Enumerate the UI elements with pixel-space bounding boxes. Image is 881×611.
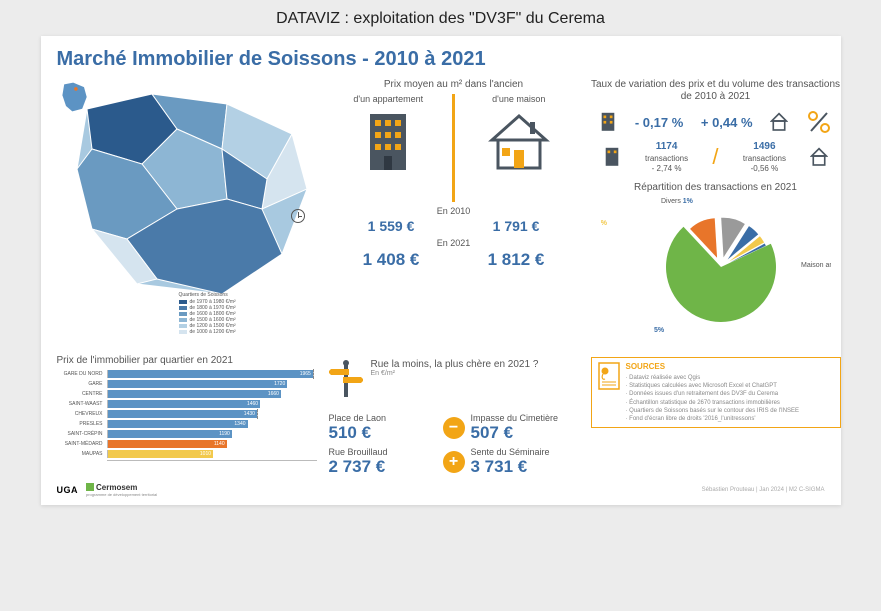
page-title: DATAVIZ : exploitation des "DV3F" du Cer… [0,0,881,36]
street-1-name: Place de Laon [329,413,437,423]
bar-row: Maupas1010 [57,450,317,458]
bar-row: Saint-Médard1140 [57,440,317,448]
svg-text:Maison ancienne 70%: Maison ancienne 70% [801,262,831,269]
streets-block: Rue la moins, la plus chère en 2021 ? En… [329,349,579,477]
street-1-price: 510 € [329,423,437,443]
pct-apt: - 0,17 % [635,115,683,130]
bar-row: Chevreux1430 [57,410,317,418]
mini-building-icon-2 [603,146,621,168]
slash-icon: / [712,144,718,170]
plus-icon: + [443,451,465,473]
bars-title: Prix de l'immobilier par quartier en 202… [57,355,317,366]
year-2021: En 2021 [329,238,579,248]
apt-label: d'un appartement [329,94,449,104]
bars-block: Prix de l'immobilier par quartier en 202… [57,349,317,477]
signpost-icon [329,359,363,399]
bar-row: Saint-Crépin1190 [57,430,317,438]
document-icon [598,362,620,390]
mini-house-icon [770,112,788,132]
bar-row: Saint-Waast1460 [57,400,317,408]
mini-house-icon-2 [810,147,828,167]
year-2010: En 2010 [329,206,579,216]
percent-icon [806,109,832,135]
street-3-price: 2 737 € [329,457,437,477]
house-label: d'une maison [459,94,579,104]
footer-credits: Sébastien Prouteau | Jan 2024 | M2 C-SIG… [702,487,825,493]
building-icon [360,110,416,174]
card-title: Marché Immobilier de Soissons - 2010 à 2… [57,48,825,71]
infographic-card: Marché Immobilier de Soissons - 2010 à 2… [41,36,841,505]
house-price-2021: 1 812 € [454,250,579,270]
bar-row: Gare du Nord1965 [57,370,317,378]
house-price-2010: 1 791 € [454,218,579,234]
street-3-name: Rue Brouillaud [329,447,437,457]
cermosem-logo: Cermosemprogramme de développement terri… [86,483,157,497]
trans-apt: 1174 transactions - 2,74 % [645,141,688,174]
sign-question: Rue la moins, la plus chère en 2021 ? [371,359,539,370]
house-icon [486,110,552,174]
svg-text:5%: 5% [653,327,664,334]
map-block: Quartiers de Soissons de 1970 à 1980 €/m… [57,79,317,337]
bar-row: Centre1660 [57,390,317,398]
sign-sub: En €/m² [371,370,539,377]
footer: UGA Cermosemprogramme de développement t… [57,483,825,497]
clock-icon [291,209,305,223]
apt-price-2010: 1 559 € [329,218,454,234]
street-2-name: Impasse du Cimetière [471,413,579,423]
pie-title: Répartition des transactions en 2021 [591,182,841,193]
soissons-map [57,79,317,307]
svg-text:3%: 3% [601,220,608,227]
map-legend: Quartiers de Soissons de 1970 à 1980 €/m… [179,292,236,335]
apt-price-2021: 1 408 € [329,250,454,270]
mini-building-icon [599,111,617,133]
street-4-price: 3 731 € [471,457,579,477]
sources-block: SOURCES · Dataviz réalisée avec Qgis· St… [591,349,841,477]
bar-row: Gare1720 [57,380,317,388]
prices-head: Prix moyen au m² dans l'ancien [329,79,579,90]
trans-house: 1496 transactions -0,56 % [743,141,786,174]
bar-row: Presles1340 [57,420,317,428]
pie-chart: Maison ancienne 70%11%10%5%3%Divers 1% [591,197,841,337]
uga-logo: UGA [57,485,79,495]
svg-text:Divers 1%: Divers 1% [661,198,694,205]
sources-text: SOURCES · Dataviz réalisée avec Qgis· St… [626,362,800,423]
france-icon [57,79,93,115]
orange-divider [452,94,455,202]
variation-head: Taux de variation des prix et du volume … [591,79,841,103]
street-4-name: Sente du Séminaire [471,447,579,457]
street-2-price: 507 € [471,423,579,443]
minus-icon: − [443,417,465,439]
variation-block: Taux de variation des prix et du volume … [591,79,841,337]
pct-house: + 0,44 % [701,115,753,130]
prices-block: Prix moyen au m² dans l'ancien d'un appa… [329,79,579,337]
